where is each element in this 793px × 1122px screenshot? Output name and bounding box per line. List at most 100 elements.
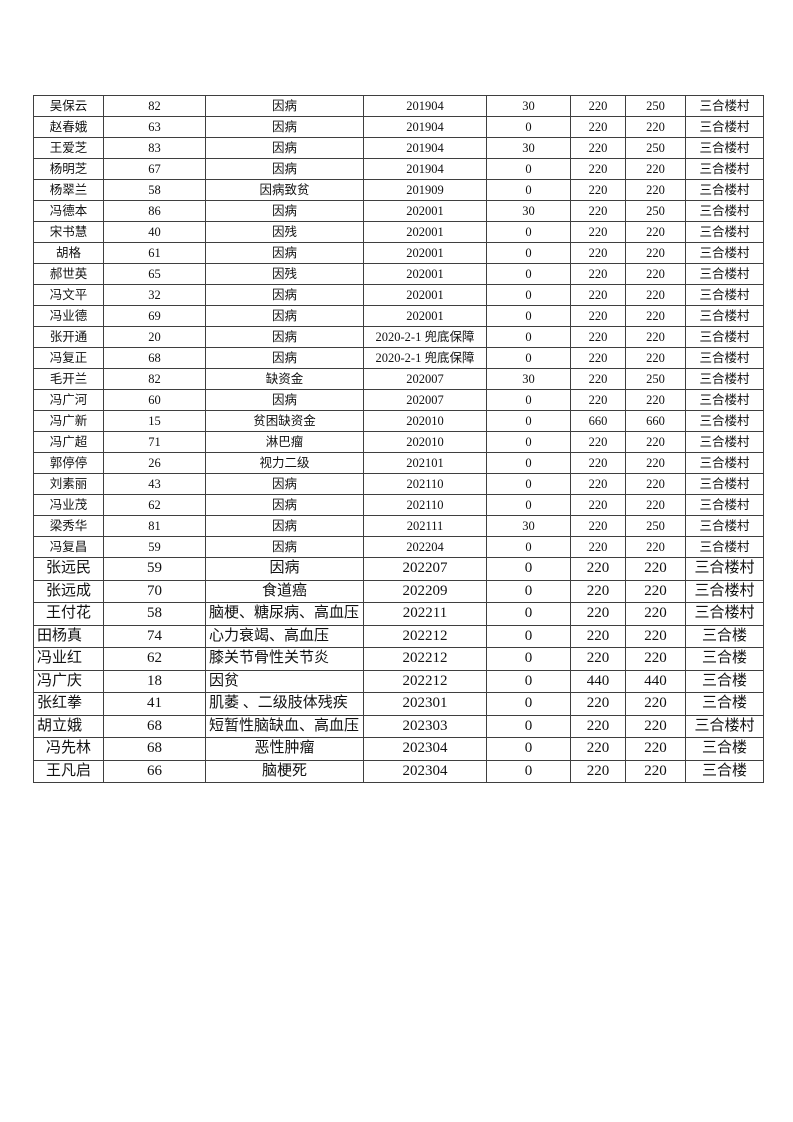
cell-total: 660 — [625, 410, 686, 432]
cell-subsidy: 0 — [486, 602, 571, 626]
cell-reason: 短暂性脑缺血、高血压 — [205, 714, 364, 738]
cell-date: 202101 — [363, 452, 487, 474]
cell-total: 250 — [625, 368, 686, 390]
cell-village: 三合楼村 — [685, 137, 764, 159]
cell-village: 三合楼村 — [685, 536, 764, 558]
cell-total: 220 — [625, 158, 686, 180]
cell-age: 59 — [103, 536, 206, 558]
cell-date: 202301 — [363, 692, 487, 716]
cell-total: 250 — [625, 515, 686, 537]
cell-reason: 贫困缺资金 — [205, 410, 364, 432]
cell-amount: 220 — [570, 326, 626, 348]
cell-age: 82 — [103, 95, 206, 117]
cell-reason: 因贫 — [205, 669, 364, 693]
cell-total: 220 — [625, 347, 686, 369]
cell-name: 冯广河 — [33, 389, 104, 411]
cell-amount: 220 — [570, 137, 626, 159]
cell-reason: 因病 — [205, 326, 364, 348]
cell-total: 220 — [625, 494, 686, 516]
cell-reason: 因病 — [205, 305, 364, 327]
cell-total: 220 — [625, 305, 686, 327]
cell-amount: 220 — [570, 95, 626, 117]
cell-date: 2020-2-1 兜底保障 — [363, 326, 487, 348]
welfare-record-table: 吴保云 82 因病 201904 30 220 250 三合楼村 赵春娥 63 因病 201904 0 2… — [33, 95, 764, 783]
cell-subsidy: 30 — [486, 368, 571, 390]
cell-reason: 因病 — [205, 473, 364, 495]
cell-total: 220 — [625, 221, 686, 243]
cell-total: 220 — [625, 557, 686, 581]
cell-amount: 220 — [570, 473, 626, 495]
cell-name: 杨明芝 — [33, 158, 104, 180]
table-row: 毛开兰 82 缺资金 202007 30 220 250 三合楼村 — [33, 368, 764, 390]
cell-reason: 因残 — [205, 221, 364, 243]
table-row: 张红拳 41 肌萎 、二级肢体残疾 202301 0 220 220 三合楼 — [33, 692, 764, 716]
cell-village: 三合楼村 — [685, 326, 764, 348]
cell-name: 张远民 — [33, 557, 104, 581]
cell-date: 202304 — [363, 759, 487, 783]
cell-date: 202010 — [363, 410, 487, 432]
cell-name: 冯业茂 — [33, 494, 104, 516]
cell-village: 三合楼村 — [685, 452, 764, 474]
table-row: 张远民 59 因病 202207 0 220 220 三合楼村 — [33, 557, 764, 581]
cell-name: 王付花 — [33, 602, 104, 626]
cell-name: 张远成 — [33, 579, 104, 603]
cell-date: 202111 — [363, 515, 487, 537]
cell-village: 三合楼村 — [685, 389, 764, 411]
table-row: 冯广河 60 因病 202007 0 220 220 三合楼村 — [33, 389, 764, 411]
table-row: 梁秀华 81 因病 202111 30 220 250 三合楼村 — [33, 515, 764, 537]
cell-age: 40 — [103, 221, 206, 243]
cell-name: 冯德本 — [33, 200, 104, 222]
cell-amount: 220 — [570, 452, 626, 474]
table-row: 田杨真 74 心力衰竭、高血压 202212 0 220 220 三合楼 — [33, 624, 764, 648]
cell-date: 201904 — [363, 158, 487, 180]
cell-reason: 肌萎 、二级肢体残疾 — [205, 692, 364, 716]
cell-subsidy: 0 — [486, 579, 571, 603]
cell-reason: 因病 — [205, 515, 364, 537]
cell-village: 三合楼村 — [685, 431, 764, 453]
cell-age: 26 — [103, 452, 206, 474]
cell-age: 68 — [103, 347, 206, 369]
cell-subsidy: 0 — [486, 536, 571, 558]
cell-name: 王凡启 — [33, 759, 104, 783]
cell-age: 20 — [103, 326, 206, 348]
cell-subsidy: 0 — [486, 389, 571, 411]
cell-subsidy: 0 — [486, 452, 571, 474]
cell-amount: 220 — [570, 221, 626, 243]
cell-reason: 因病致贫 — [205, 179, 364, 201]
cell-date: 202001 — [363, 305, 487, 327]
cell-date: 202001 — [363, 263, 487, 285]
cell-village: 三合楼村 — [685, 473, 764, 495]
cell-date: 202001 — [363, 284, 487, 306]
cell-total: 440 — [625, 669, 686, 693]
cell-subsidy: 0 — [486, 557, 571, 581]
cell-village: 三合楼村 — [685, 515, 764, 537]
cell-village: 三合楼村 — [685, 200, 764, 222]
cell-amount: 220 — [570, 624, 626, 648]
cell-reason: 因病 — [205, 116, 364, 138]
cell-age: 74 — [103, 624, 206, 648]
cell-age: 61 — [103, 242, 206, 264]
cell-total: 220 — [625, 714, 686, 738]
cell-village: 三合楼村 — [685, 116, 764, 138]
cell-age: 71 — [103, 431, 206, 453]
cell-age: 59 — [103, 557, 206, 581]
cell-reason: 因病 — [205, 95, 364, 117]
cell-date: 202209 — [363, 579, 487, 603]
cell-age: 66 — [103, 759, 206, 783]
table-row: 胡格 61 因病 202001 0 220 220 三合楼村 — [33, 242, 764, 264]
cell-name: 冯广庆 — [33, 669, 104, 693]
cell-reason: 淋巴瘤 — [205, 431, 364, 453]
cell-reason: 视力二级 — [205, 452, 364, 474]
cell-subsidy: 0 — [486, 714, 571, 738]
cell-subsidy: 0 — [486, 284, 571, 306]
cell-village: 三合楼村 — [685, 347, 764, 369]
cell-subsidy: 0 — [486, 737, 571, 761]
cell-age: 62 — [103, 647, 206, 671]
cell-amount: 220 — [570, 158, 626, 180]
cell-village: 三合楼村 — [685, 158, 764, 180]
cell-village: 三合楼 — [685, 647, 764, 671]
cell-total: 220 — [625, 647, 686, 671]
cell-name: 胡立娥 — [33, 714, 104, 738]
cell-name: 冯广超 — [33, 431, 104, 453]
cell-name: 冯复昌 — [33, 536, 104, 558]
